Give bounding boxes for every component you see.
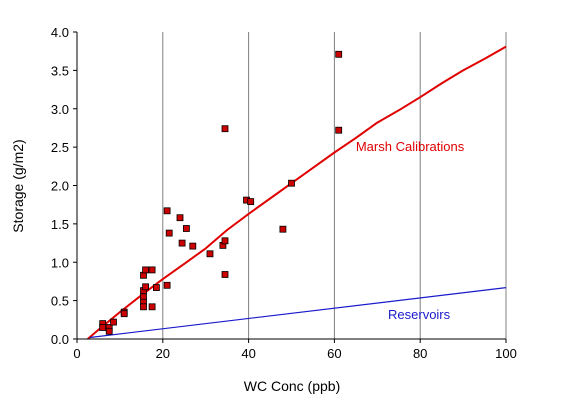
x-tick-label-5: 100: [495, 346, 517, 361]
data-point-24: [206, 250, 214, 258]
data-point-18: [163, 281, 171, 289]
y-tick-label-8: 4.0: [51, 25, 69, 40]
data-point-13: [142, 283, 150, 291]
data-point-4: [110, 318, 117, 326]
annotation-layer: Marsh Calibrations Reservoirs: [356, 139, 465, 322]
x-tick-label-2: 40: [241, 346, 255, 361]
data-point-32: [288, 179, 295, 187]
x-tick-label-4: 80: [413, 346, 427, 361]
series-layer: [87, 45, 507, 340]
y-axis-title: Storage (g/m2): [10, 139, 26, 232]
points-layer: [99, 50, 343, 335]
data-point-6: [120, 310, 128, 318]
data-point-14: [148, 266, 156, 274]
x-tick-label-0: 0: [73, 346, 80, 361]
y-tick-label-6: 3.0: [51, 102, 69, 117]
y-tick-label-5: 2.5: [51, 140, 69, 155]
y-tick-label-1: 0.5: [51, 294, 69, 309]
data-point-23: [189, 242, 197, 250]
x-axis-title: WC Conc (ppb): [244, 378, 340, 394]
tick-label-layer: 0.0 0.5 1.0 1.5 2.0 2.5 3.0 3.5 4.0 0 20 40 60 80 100: [51, 25, 517, 361]
data-point-30: [247, 198, 255, 206]
data-point-16: [152, 284, 160, 292]
y-tick-label-7: 3.5: [51, 63, 69, 78]
data-point-27: [221, 237, 229, 245]
data-point-17: [163, 207, 171, 215]
data-point-11: [140, 303, 147, 311]
data-point-26: [221, 125, 229, 133]
data-point-15: [148, 303, 156, 311]
x-tick-label-1: 20: [156, 346, 170, 361]
grid-layer: [162, 32, 507, 339]
data-point-19: [165, 229, 173, 237]
data-point-12: [142, 266, 150, 274]
annotation-marsh-calibrations: Marsh Calibrations: [356, 139, 465, 154]
y-tick-label-3: 1.5: [51, 217, 69, 232]
y-tick-label-2: 1.0: [51, 255, 69, 270]
y-tick-label-0: 0.0: [51, 332, 69, 347]
data-point-21: [178, 239, 186, 247]
data-point-3: [105, 327, 113, 335]
series-line-reservoirs: [89, 287, 507, 339]
data-point-33: [335, 126, 343, 134]
data-point-28: [221, 271, 229, 278]
data-point-1: [99, 324, 107, 331]
annotation-reservoirs: Reservoirs: [388, 307, 451, 322]
y-tick-label-4: 2.0: [51, 179, 69, 194]
axis-layer: [73, 31, 507, 343]
data-point-22: [182, 225, 190, 232]
data-point-20: [176, 214, 184, 222]
data-point-34: [335, 50, 343, 58]
x-tick-label-3: 60: [327, 346, 341, 361]
data-point-31: [279, 225, 287, 233]
